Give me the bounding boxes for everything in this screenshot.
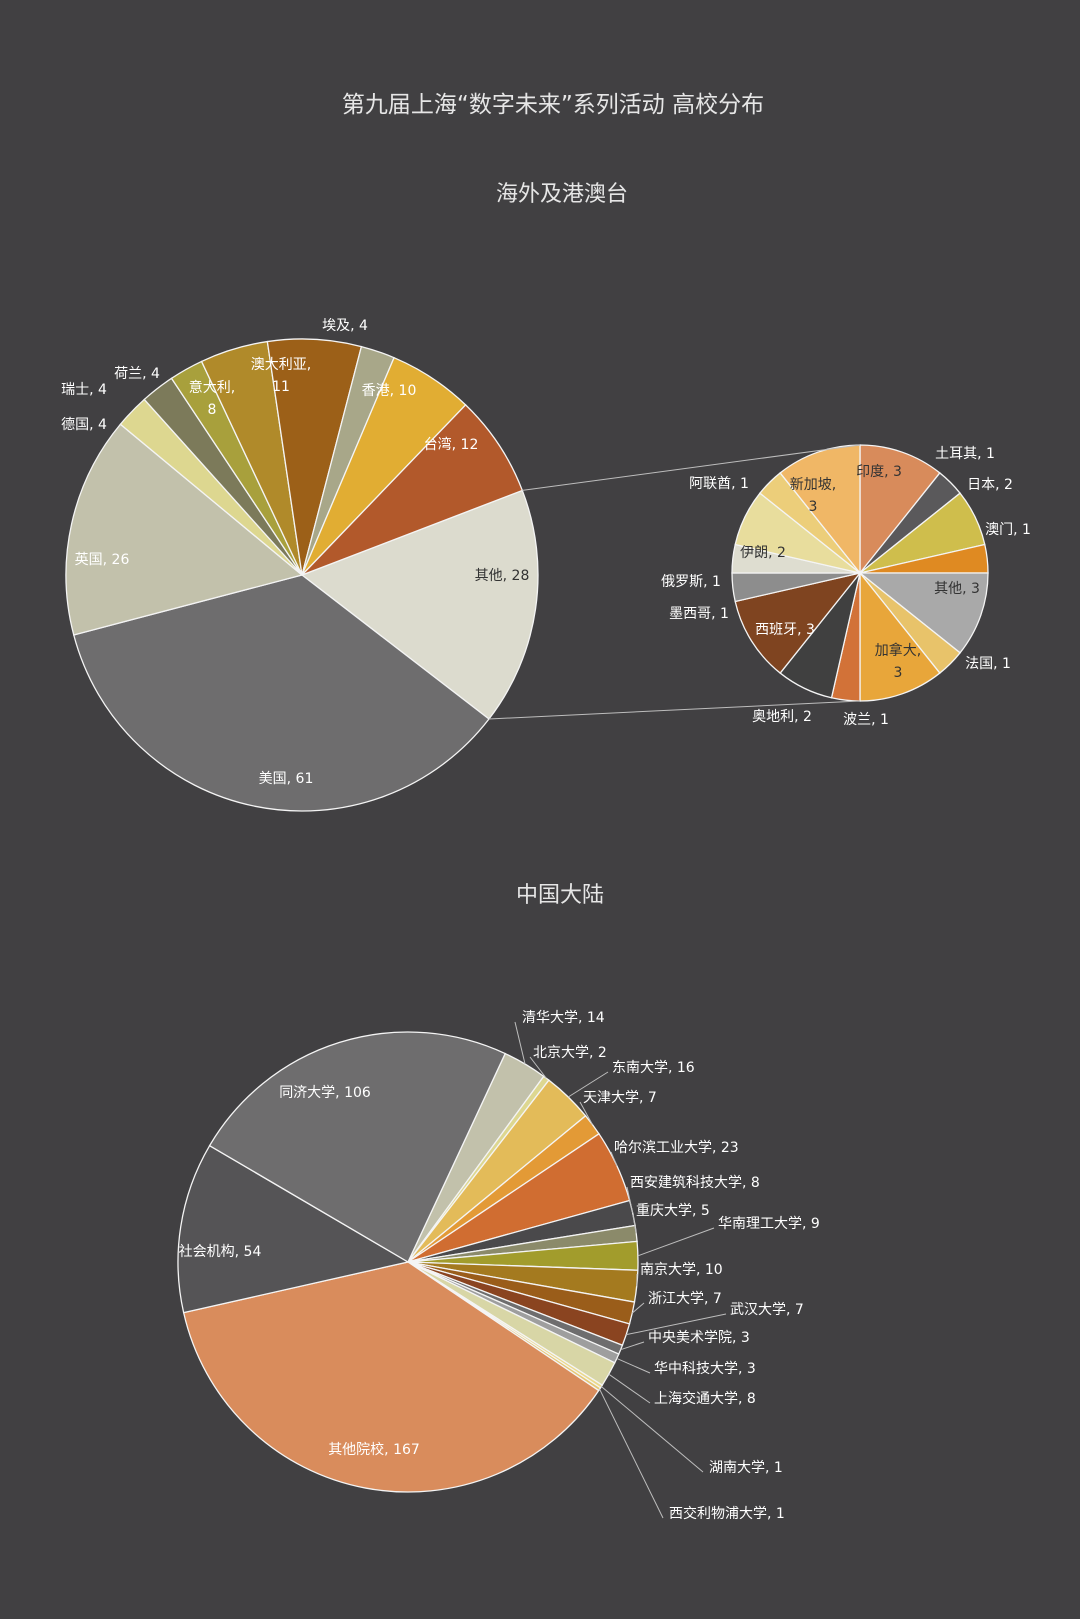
slice-label: 俄罗斯, 1 — [661, 574, 721, 590]
slice-label: 中央美术学院, 3 — [648, 1330, 750, 1346]
slice-label: 华南理工大学, 9 — [718, 1216, 820, 1232]
slice-label: 美国, 61 — [259, 771, 314, 787]
leader-line — [616, 1358, 651, 1374]
leader-line — [637, 1227, 715, 1257]
slice-label: 荷兰, 4 — [114, 366, 160, 382]
slice-label: 武汉大学, 7 — [730, 1302, 804, 1318]
pie-slice-0 — [859, 444, 941, 575]
slice-label: 上海交通大学, 8 — [654, 1390, 756, 1407]
slice-label: 德国, 4 — [61, 417, 107, 433]
leader-line — [514, 1021, 526, 1065]
slice-label: 新加坡, 3 — [790, 477, 836, 515]
pie-slice-0 — [300, 489, 539, 720]
leader-line — [567, 1071, 609, 1098]
slice-label: 西交利物浦大学, 1 — [669, 1505, 785, 1522]
slice-label: 香港, 10 — [362, 383, 417, 399]
slice-label: 伊朗, 2 — [740, 545, 786, 561]
leader-line — [579, 1101, 593, 1125]
slice-label: 英国, 26 — [75, 551, 130, 568]
leader-line — [626, 1313, 727, 1336]
leader-line — [626, 1186, 634, 1214]
pie-slice-16 — [182, 1261, 600, 1493]
slice-label: 日本, 2 — [967, 477, 1013, 493]
pie-slice-4 — [858, 572, 989, 654]
slice-label: 南京大学, 10 — [640, 1262, 723, 1278]
slice-label: 阿联酋, 1 — [689, 475, 749, 492]
connector-line — [488, 700, 861, 720]
leader-line — [608, 1373, 651, 1404]
slice-label: 哈尔滨工业大学, 23 — [614, 1140, 739, 1156]
slice-label: 波兰, 1 — [843, 712, 889, 728]
overseas-pie: 其他, 28 美国, 61 英国, 26 德国, 4 瑞士, 4 荷兰, 4 意大利, 8 澳大… — [61, 318, 539, 812]
slice-label: 浙江大学, 7 — [648, 1291, 722, 1307]
slice-label: 台湾, 12 — [424, 436, 479, 453]
slice-label: 社会机构, 54 — [179, 1244, 262, 1260]
pie-slice-2 — [65, 423, 304, 636]
slice-label: 瑞士, 4 — [61, 382, 107, 398]
pie-slice-18 — [208, 1031, 507, 1263]
pie-slice-6 — [859, 571, 941, 702]
leader-line — [599, 1388, 664, 1519]
pie-slice-10 — [301, 403, 524, 576]
slice-label: 重庆大学, 5 — [636, 1203, 710, 1219]
slice-label: 东南大学, 16 — [612, 1060, 695, 1076]
page-title: 第九届上海“数字未来”系列活动 高校分布 — [342, 92, 764, 118]
pie-slice-17 — [177, 1144, 410, 1314]
leader-line — [529, 1056, 547, 1079]
slice-label: 湖南大学, 1 — [709, 1460, 783, 1476]
slice-label: 天津大学, 7 — [583, 1090, 657, 1106]
slice-label: 埃及, 4 — [322, 318, 368, 334]
slice-label: 清华大学, 14 — [522, 1010, 605, 1026]
slice-label: 澳门, 1 — [985, 522, 1031, 538]
slice-label: 印度, 3 — [856, 464, 902, 480]
pie-slice-1 — [72, 574, 490, 812]
slice-label: 其他, 28 — [475, 568, 530, 584]
leader-line — [620, 1341, 645, 1351]
pie-slice-9 — [734, 571, 862, 674]
slice-label: 奥地利, 2 — [752, 708, 812, 725]
mainland-pie: 清华大学, 14 北京大学, 2 东南大学, 16 天津大学, 7 哈尔滨工业大学, 2… — [177, 1010, 820, 1522]
slice-label: 意大利, 8 — [189, 379, 235, 418]
slice-label: 墨西哥, 1 — [669, 606, 729, 622]
slice-label: 西班牙, 3 — [755, 622, 815, 638]
leader-line — [631, 1302, 645, 1314]
slice-label: 其他院校, 167 — [328, 1441, 420, 1458]
leader-line — [610, 1151, 618, 1167]
slice-label: 华中科技大学, 3 — [654, 1361, 756, 1377]
slice-label: 澳大利亚, 11 — [251, 357, 311, 395]
mainland-chart-title: 中国大陆 — [516, 883, 604, 908]
slice-label: 法国, 1 — [965, 656, 1011, 672]
slice-label: 北京大学, 2 — [533, 1045, 607, 1061]
slice-label: 加拿大, 3 — [875, 642, 921, 681]
overseas-chart-title: 海外及港澳台 — [496, 182, 628, 207]
connector-line — [522, 444, 861, 491]
slice-label: 土耳其, 1 — [935, 446, 995, 462]
slice-label: 其他, 3 — [934, 581, 980, 597]
leader-line — [601, 1386, 704, 1473]
leader-line — [632, 1214, 637, 1234]
slice-label: 同济大学, 106 — [279, 1085, 371, 1101]
slice-label: 西安建筑科技大学, 8 — [630, 1175, 760, 1191]
overseas-other-breakdown-pie: 印度, 3 土耳其, 1 日本, 2 澳门, 1 其他, 3 法国, 1 加拿大, 3 波兰, … — [488, 444, 1031, 728]
